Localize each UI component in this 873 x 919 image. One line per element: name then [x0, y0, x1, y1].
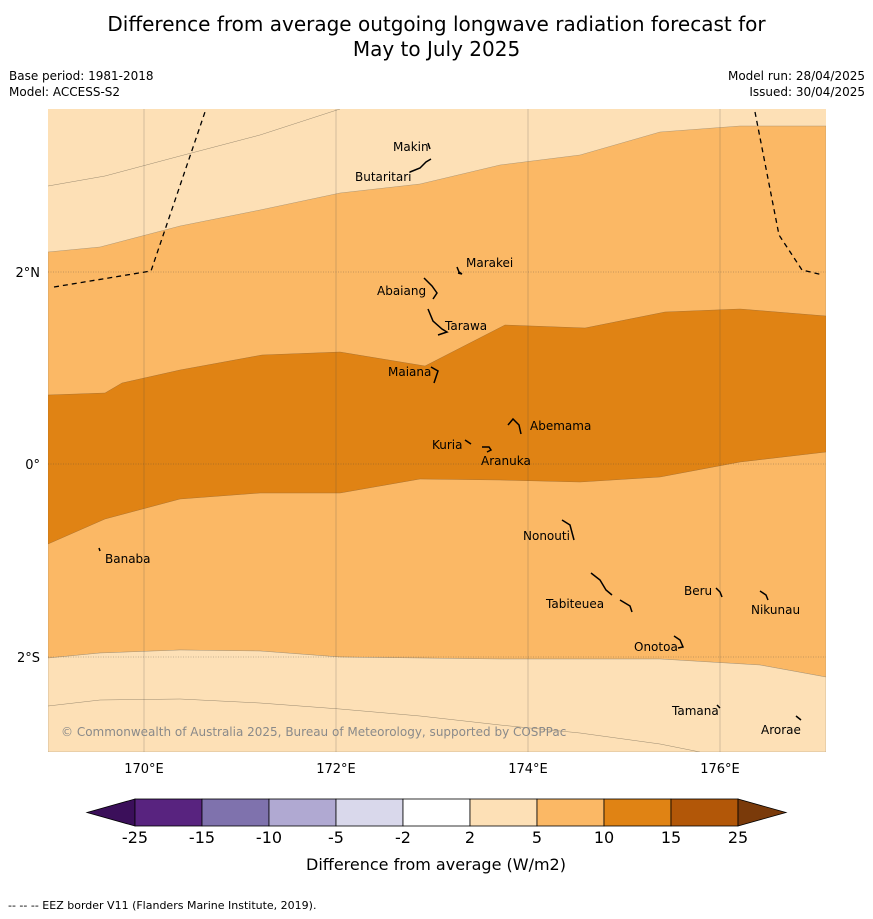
label-tabiteuea: Tabiteuea	[545, 597, 604, 611]
lon-tick-172e: 172°E	[316, 762, 356, 777]
label-kuria: Kuria	[432, 438, 463, 452]
colorbar-tick: 15	[661, 828, 681, 847]
lon-tick-174e: 174°E	[508, 762, 548, 777]
lat-tick-0: 0°	[25, 458, 40, 473]
island-butaritari	[409, 158, 432, 173]
colorbar-segment	[201, 798, 270, 827]
colorbar-segment	[268, 798, 337, 827]
model-run: Model run: 28/04/2025	[727, 69, 865, 83]
eez-footnote: -- -- -- EEZ border V11 (Flanders Marine…	[8, 899, 317, 912]
island-tarawa	[427, 308, 449, 336]
island-nonouti	[561, 519, 575, 541]
model-name: Model: ACCESS-S2	[9, 85, 121, 99]
label-makin: Makin	[393, 140, 429, 154]
island-abaiang	[423, 277, 438, 300]
colorbar-tick: 25	[728, 828, 748, 847]
colorbar-segment	[603, 798, 672, 827]
island-makin	[427, 142, 431, 150]
colorbar-extend-high	[737, 798, 788, 827]
island-abemama	[507, 417, 522, 435]
island-kuria	[464, 439, 472, 445]
label-tamana: Tamana	[671, 704, 719, 718]
place-labels: Makin Butaritari Marakei Abaiang Tarawa …	[105, 140, 801, 737]
island-maiana	[430, 366, 439, 384]
lon-tick-170e: 170°E	[124, 762, 164, 777]
island-beru	[715, 587, 723, 598]
islands	[98, 142, 802, 721]
lat-axis-labels: 2°N 0° 2°S	[16, 266, 41, 666]
colorbar-tick: -25	[122, 828, 148, 847]
colorbar-segment	[670, 798, 739, 827]
colorbar-tick: -15	[189, 828, 215, 847]
island-banaba	[98, 547, 101, 552]
colorbar-segment	[134, 798, 203, 827]
label-tarawa: Tarawa	[444, 319, 487, 333]
label-marakei: Marakei	[466, 256, 513, 270]
lat-tick-2s: 2°S	[17, 651, 40, 666]
label-nikunau: Nikunau	[751, 603, 800, 617]
lat-lines	[48, 271, 826, 658]
label-arorae: Arorae	[761, 723, 801, 737]
colorbar-tick: 2	[465, 828, 475, 847]
copyright-notice: © Commonwealth of Australia 2025, Bureau…	[61, 725, 566, 739]
graticule	[143, 109, 721, 752]
label-onotoa: Onotoa	[634, 640, 678, 654]
island-onotoa	[673, 635, 685, 649]
lon-axis-labels: 170°E 172°E 174°E 176°E	[124, 762, 740, 777]
contour-lower	[48, 698, 701, 752]
colorbar-tick: 5	[532, 828, 542, 847]
label-aranuka: Aranuka	[481, 454, 531, 468]
contour-upper	[48, 109, 341, 187]
label-maiana: Maiana	[388, 365, 431, 379]
island-tamana	[716, 704, 721, 709]
band-10-15	[48, 308, 826, 545]
label-banaba: Banaba	[105, 552, 151, 566]
colorbar-segment	[536, 798, 605, 827]
colorbar-segment	[402, 798, 471, 827]
island-tabiteuea	[590, 572, 633, 613]
label-abemama: Abemama	[530, 419, 591, 433]
map-area: Makin Butaritari Marakei Abaiang Tarawa …	[48, 109, 826, 752]
colorbar-segment	[469, 798, 538, 827]
band-lower-2-5	[48, 649, 826, 752]
island-arorae	[795, 715, 802, 721]
colorbar-label: Difference from average (W/m2)	[306, 855, 566, 874]
colorbar-extend-low	[85, 798, 136, 827]
base-period: Base period: 1981-2018	[9, 69, 154, 83]
colorbar-tick: -5	[328, 828, 344, 847]
label-butaritari: Butaritari	[355, 170, 412, 184]
island-nikunau	[759, 590, 769, 601]
label-nonouti: Nonouti	[523, 529, 570, 543]
lon-tick-176e: 176°E	[700, 762, 740, 777]
map-title: Difference from average outgoing longwav…	[0, 12, 873, 62]
colorbar-tick: -10	[256, 828, 282, 847]
colorbar: -25 -15 -10 -5 -2 2 5 10 15 25	[85, 798, 788, 847]
colorbar-tick: -2	[395, 828, 411, 847]
meta-right: Model run: 28/04/2025 Issued: 30/04/2025	[728, 68, 865, 100]
meta-left: Base period: 1981-2018 Model: ACCESS-S2	[9, 68, 154, 100]
issued-date: Issued: 30/04/2025	[749, 85, 865, 99]
lat-tick-2n: 2°N	[16, 266, 41, 281]
title-line-2: May to July 2025	[352, 37, 521, 61]
label-abaiang: Abaiang	[377, 284, 426, 298]
title-line-1: Difference from average outgoing longwav…	[107, 12, 766, 36]
island-marakei	[456, 266, 463, 275]
label-beru: Beru	[684, 584, 712, 598]
eez-border-east	[754, 111, 824, 276]
colorbar-tick: 10	[594, 828, 614, 847]
colorbar-segment	[335, 798, 404, 827]
island-aranuka	[482, 446, 493, 453]
